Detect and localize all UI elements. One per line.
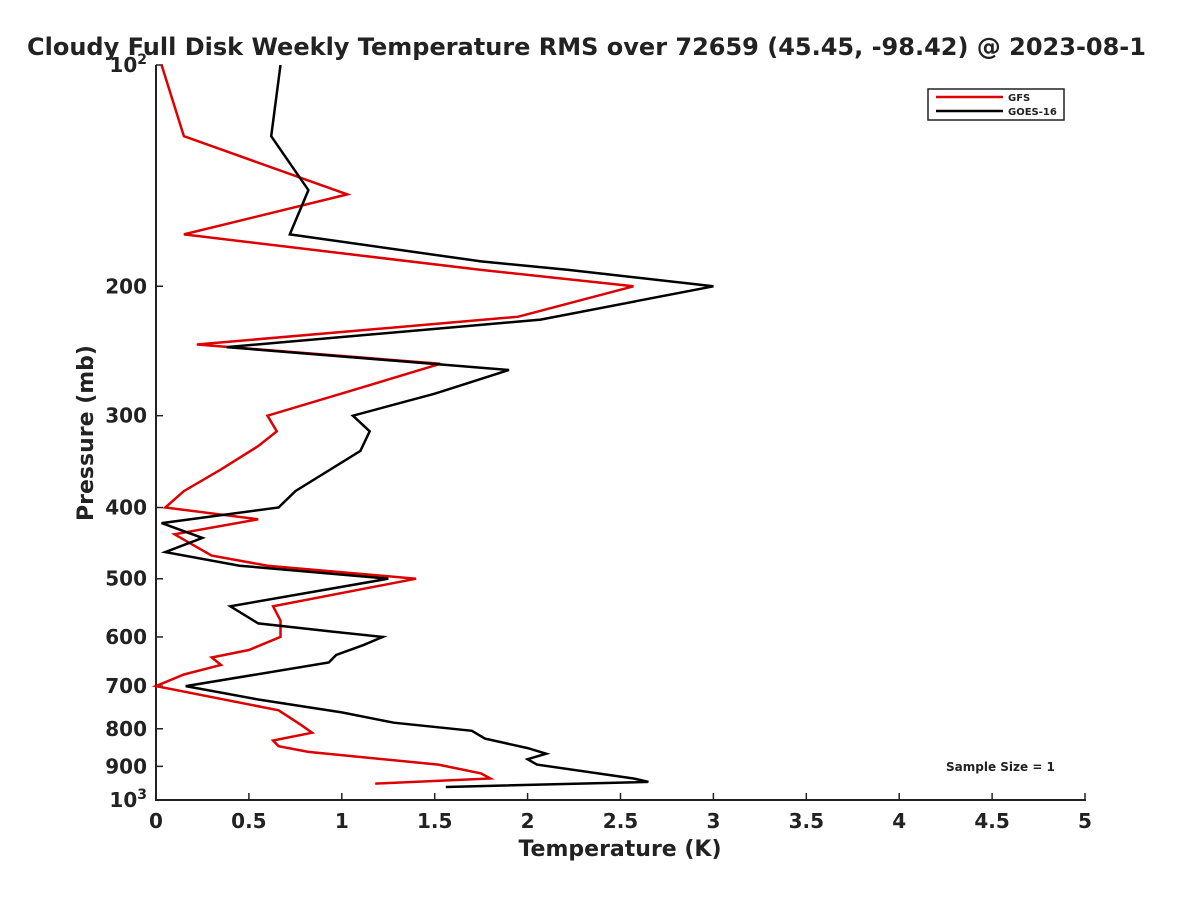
- y-tick-base: 10: [109, 53, 137, 77]
- y-tick-base: 10: [109, 788, 137, 812]
- x-tick-label: 3: [706, 809, 720, 833]
- y-tick-label: 300: [105, 404, 147, 428]
- x-tick-label: 1: [335, 809, 349, 833]
- sample-size-annotation: Sample Size = 1: [946, 760, 1055, 774]
- y-tick-label: 700: [105, 674, 147, 698]
- y-tick-label: 400: [105, 496, 147, 520]
- series-line-goes-16: [160, 64, 714, 789]
- y-tick-label: 800: [105, 717, 147, 741]
- y-tick-label: 500: [105, 567, 147, 591]
- legend-box: [927, 88, 1065, 121]
- y-tick-exponent: 3: [137, 787, 147, 803]
- y-axis-label: Pressure (mb): [74, 345, 99, 521]
- legend-label-goes-16: GOES-16: [1008, 107, 1057, 118]
- x-tick-label: 0.5: [231, 809, 266, 833]
- legend-label-gfs: GFS: [1008, 93, 1030, 104]
- x-axis-label: Temperature (K): [518, 837, 721, 862]
- x-tick-label: 3.5: [789, 809, 824, 833]
- y-tick-label: 900: [105, 754, 147, 778]
- legend: GFS GOES-16: [927, 88, 1065, 121]
- x-tick-label: 0: [149, 809, 163, 833]
- y-tick-label: 102: [109, 52, 147, 77]
- x-tick-label: 1.5: [417, 809, 452, 833]
- x-tick-label: 4.5: [974, 809, 1009, 833]
- chart-title: Cloudy Full Disk Weekly Temperature RMS …: [27, 33, 1146, 61]
- x-tick-label: 2.5: [603, 809, 638, 833]
- y-tick-label: 200: [105, 274, 147, 298]
- x-tick-label: 5: [1078, 809, 1092, 833]
- y-tick-label: 103: [109, 787, 147, 812]
- x-tick-label: 2: [521, 809, 535, 833]
- x-tick-label: 4: [892, 809, 906, 833]
- y-tick-label: 600: [105, 625, 147, 649]
- series-line-gfs: [151, 64, 634, 785]
- y-tick-exponent: 2: [137, 52, 147, 68]
